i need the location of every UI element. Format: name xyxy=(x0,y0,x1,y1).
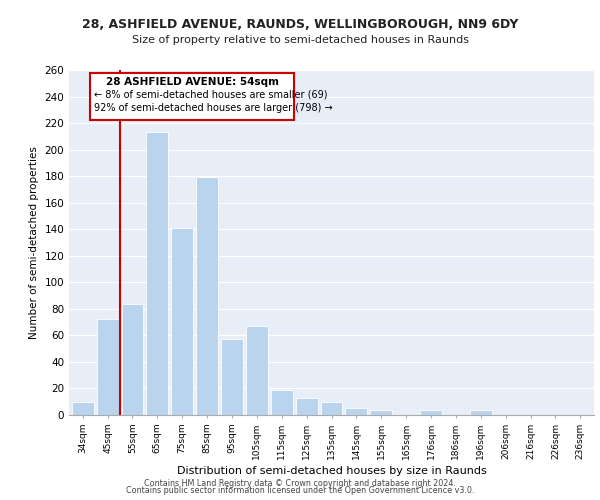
Bar xyxy=(146,132,168,415)
Bar xyxy=(346,408,367,415)
Bar xyxy=(296,398,317,415)
Bar xyxy=(470,410,492,415)
Bar xyxy=(196,178,218,415)
Bar xyxy=(246,326,268,415)
Bar xyxy=(121,304,143,415)
FancyBboxPatch shape xyxy=(90,72,294,120)
Bar xyxy=(72,402,94,415)
Text: ← 8% of semi-detached houses are smaller (69): ← 8% of semi-detached houses are smaller… xyxy=(94,90,328,100)
Bar xyxy=(420,410,442,415)
Text: 28, ASHFIELD AVENUE, RAUNDS, WELLINGBOROUGH, NN9 6DY: 28, ASHFIELD AVENUE, RAUNDS, WELLINGBORO… xyxy=(82,18,518,30)
Text: 28 ASHFIELD AVENUE: 54sqm: 28 ASHFIELD AVENUE: 54sqm xyxy=(106,76,278,86)
Bar xyxy=(320,402,343,415)
Text: 92% of semi-detached houses are larger (798) →: 92% of semi-detached houses are larger (… xyxy=(94,103,332,113)
Bar xyxy=(221,340,243,415)
Text: Contains HM Land Registry data © Crown copyright and database right 2024.: Contains HM Land Registry data © Crown c… xyxy=(144,478,456,488)
Bar xyxy=(370,410,392,415)
Bar xyxy=(97,320,119,415)
Text: Size of property relative to semi-detached houses in Raunds: Size of property relative to semi-detach… xyxy=(131,35,469,45)
X-axis label: Distribution of semi-detached houses by size in Raunds: Distribution of semi-detached houses by … xyxy=(176,466,487,476)
Bar xyxy=(271,390,293,415)
Text: Contains public sector information licensed under the Open Government Licence v3: Contains public sector information licen… xyxy=(126,486,474,495)
Bar xyxy=(171,228,193,415)
Y-axis label: Number of semi-detached properties: Number of semi-detached properties xyxy=(29,146,39,339)
